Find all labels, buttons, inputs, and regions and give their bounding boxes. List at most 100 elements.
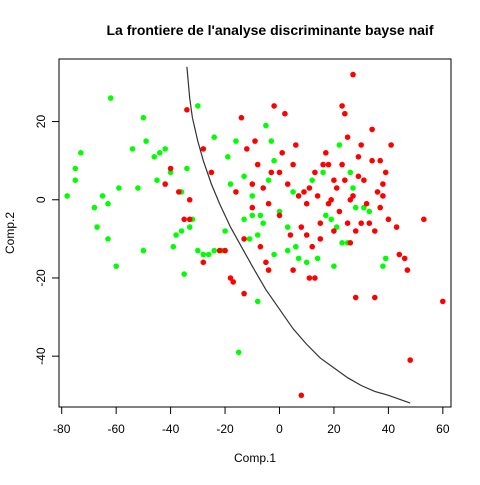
data-point xyxy=(369,126,375,133)
data-point xyxy=(241,173,247,180)
data-point xyxy=(361,177,367,183)
data-point xyxy=(238,114,245,121)
data-point xyxy=(227,275,234,281)
data-point xyxy=(268,138,275,144)
data-point xyxy=(331,263,337,270)
data-point xyxy=(347,169,354,176)
data-point xyxy=(312,275,318,281)
data-point xyxy=(336,208,343,215)
data-point xyxy=(320,161,326,168)
y-tick-label: 0 xyxy=(34,196,48,203)
data-point xyxy=(352,204,359,211)
series-group xyxy=(162,71,446,399)
data-point xyxy=(306,185,313,191)
data-point xyxy=(140,114,147,121)
data-point xyxy=(401,255,408,262)
data-point xyxy=(195,247,201,254)
data-point xyxy=(208,169,215,176)
data-point xyxy=(233,189,239,195)
data-point xyxy=(156,150,163,156)
data-point xyxy=(241,290,247,297)
decision-boundary xyxy=(186,66,411,404)
x-tick-label: 40 xyxy=(382,422,396,436)
data-point xyxy=(293,243,299,250)
data-point xyxy=(339,161,345,168)
data-point xyxy=(388,142,394,148)
data-point xyxy=(358,142,365,148)
data-point xyxy=(358,220,365,226)
data-point xyxy=(309,243,316,250)
data-point xyxy=(380,193,386,199)
data-point xyxy=(366,220,373,226)
data-point xyxy=(205,251,212,258)
data-point xyxy=(116,185,122,191)
x-tick-label: 0 xyxy=(276,422,283,436)
data-point xyxy=(295,255,302,262)
data-point xyxy=(143,138,149,144)
data-point xyxy=(173,232,179,238)
data-point xyxy=(290,189,296,195)
data-point xyxy=(99,193,106,199)
data-point xyxy=(347,197,354,203)
data-point xyxy=(352,294,359,301)
data-point xyxy=(342,110,348,117)
data-point xyxy=(241,216,247,223)
data-point xyxy=(154,177,160,183)
data-point xyxy=(374,189,381,195)
data-point xyxy=(227,181,234,187)
data-point xyxy=(298,224,305,230)
data-point xyxy=(298,392,305,399)
y-tick-label: -40 xyxy=(34,347,48,365)
data-point xyxy=(317,220,324,226)
chart-title: La frontiere de l'analyse discriminante … xyxy=(106,22,433,38)
y-axis: -40 -20 0 20 xyxy=(34,115,60,365)
data-point xyxy=(181,271,187,277)
data-point xyxy=(344,134,351,140)
data-point xyxy=(339,103,345,109)
plot-frame xyxy=(58,58,452,408)
data-point xyxy=(336,142,343,148)
x-tick-label: -80 xyxy=(53,422,71,436)
data-point xyxy=(265,177,272,183)
data-point xyxy=(320,169,326,176)
data-point xyxy=(211,247,217,254)
data-point xyxy=(385,216,392,223)
data-point xyxy=(317,236,324,242)
data-point xyxy=(200,146,207,152)
data-point xyxy=(181,216,187,223)
data-point xyxy=(325,200,332,207)
data-point xyxy=(271,103,277,109)
data-point xyxy=(347,240,354,246)
data-point xyxy=(421,216,427,223)
data-point xyxy=(314,193,321,199)
data-point xyxy=(140,247,147,254)
data-point xyxy=(328,216,335,223)
data-point xyxy=(260,220,267,226)
data-point xyxy=(361,204,367,211)
data-point xyxy=(265,267,272,273)
data-point xyxy=(184,165,190,172)
data-point xyxy=(211,134,217,140)
data-point xyxy=(216,247,223,254)
data-point xyxy=(323,150,329,156)
data-point xyxy=(162,181,168,187)
data-point xyxy=(350,71,356,78)
data-point xyxy=(64,193,70,199)
data-point xyxy=(314,255,321,262)
series-group xyxy=(64,95,389,356)
data-point xyxy=(339,240,345,246)
data-point xyxy=(284,181,291,187)
data-point xyxy=(105,200,111,207)
data-point xyxy=(344,220,351,226)
data-point xyxy=(276,169,283,176)
data-point xyxy=(377,157,384,164)
data-point xyxy=(323,212,329,219)
data-point xyxy=(162,146,168,152)
boundary-layer xyxy=(186,66,411,404)
data-point xyxy=(257,212,264,219)
data-point xyxy=(309,177,316,183)
data-point xyxy=(276,212,283,219)
data-point xyxy=(186,224,193,230)
data-point xyxy=(284,247,291,254)
